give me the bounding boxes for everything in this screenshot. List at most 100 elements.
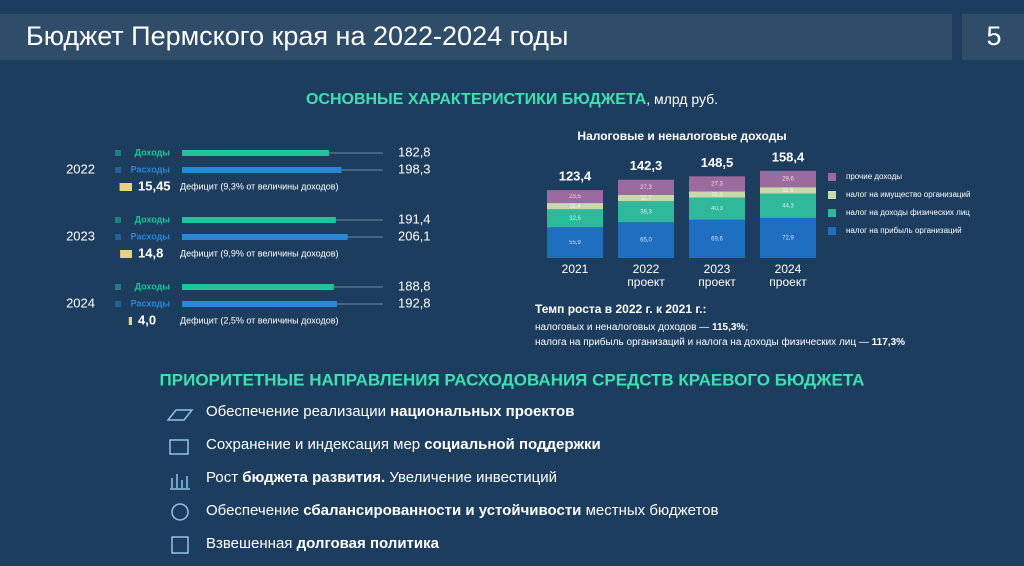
bar bbox=[182, 234, 348, 240]
row-label: Расходы bbox=[131, 164, 171, 174]
priority-text: местных бюджетов bbox=[581, 502, 719, 519]
priority-text: бюджета развития. bbox=[242, 469, 386, 486]
growth-title: Темп роста в 2022 г. к 2021 г.: bbox=[535, 302, 706, 316]
x-tick-label: 2022 bbox=[633, 262, 660, 276]
segment bbox=[689, 219, 745, 258]
value-label: 206,1 bbox=[398, 228, 431, 243]
x-tick-sublabel: проект bbox=[769, 275, 807, 289]
segment bbox=[547, 190, 603, 204]
segment-label: 72,9 bbox=[782, 236, 794, 242]
segment-label: 40,3 bbox=[711, 206, 723, 212]
legend-label: налог на прибыль организаций bbox=[846, 226, 962, 235]
header-title: Бюджет Пермского края на 2022-2024 годы bbox=[26, 21, 568, 51]
segment-label: 69,6 bbox=[711, 236, 723, 242]
segment bbox=[618, 179, 674, 195]
deficit-value: 14,8 bbox=[138, 245, 163, 260]
growth-tail: ; bbox=[745, 322, 749, 333]
priority-text: сбалансированности и устойчивости bbox=[303, 502, 582, 519]
legend-marker bbox=[115, 234, 121, 240]
priorities-title: ПРИОРИТЕТНЫЕ НАПРАВЛЕНИЯ РАСХОДОВАНИЯ СР… bbox=[160, 370, 865, 389]
legend-marker bbox=[115, 150, 121, 156]
total-label: 158,4 bbox=[772, 149, 805, 164]
bar bbox=[182, 167, 342, 173]
segment bbox=[760, 193, 816, 218]
x-tick-sublabel: проект bbox=[698, 275, 736, 289]
bar bbox=[182, 217, 336, 223]
year-label: 2023 bbox=[66, 228, 95, 243]
segment-label: 11,7 bbox=[640, 196, 652, 202]
total-label: 123,4 bbox=[559, 169, 592, 184]
priority-item: Обеспечение реализации национальных прое… bbox=[206, 403, 574, 420]
priority-item: Взвешенная долговая политика bbox=[206, 535, 439, 552]
segment bbox=[760, 187, 816, 194]
growth-text: налога на прибыль организаций и налога н… bbox=[535, 337, 872, 348]
growth-pct: 115,3% bbox=[711, 322, 746, 333]
segment bbox=[618, 194, 674, 202]
growth-title-text: Темп роста в 2022 г. к 2021 г.: bbox=[535, 302, 707, 316]
legend-marker bbox=[115, 167, 121, 173]
priority-text: долговая политика bbox=[296, 535, 439, 552]
deficit-value: 4,0 bbox=[138, 312, 156, 327]
priority-text: национальных проектов bbox=[390, 403, 575, 420]
value-label: 191,4 bbox=[398, 211, 431, 226]
header-bar bbox=[0, 14, 952, 60]
deficit-label: Дефицит (9,3% от величины доходов) bbox=[180, 181, 339, 191]
year-label: 2022 bbox=[66, 161, 95, 176]
legend-label: прочие доходы bbox=[846, 172, 902, 181]
bar bbox=[182, 150, 329, 156]
legend-swatch bbox=[828, 227, 836, 235]
segment-label: 11,4 bbox=[569, 204, 581, 210]
bar bbox=[182, 284, 334, 290]
value-label: 188,8 bbox=[398, 278, 431, 293]
value-label: 198,3 bbox=[398, 161, 431, 176]
x-tick-label: 2023 bbox=[704, 262, 731, 276]
section-title-main: ОСНОВНЫЕ ХАРАКТЕРИСТИКИ БЮДЖЕТА bbox=[306, 91, 647, 108]
row-label: Расходы bbox=[131, 298, 171, 308]
priority-text: Сохранение и индексация мер bbox=[206, 436, 425, 453]
total-label: 142,3 bbox=[630, 158, 663, 173]
row-label: Доходы bbox=[135, 281, 171, 291]
value-label: 192,8 bbox=[398, 295, 431, 310]
segment bbox=[760, 170, 816, 188]
segment bbox=[547, 203, 603, 210]
deficit-bar bbox=[128, 317, 132, 325]
page-number: 5 bbox=[986, 21, 1001, 51]
chart-title: Налоговые и неналоговые доходы bbox=[577, 129, 786, 143]
priority-text: социальной поддержки bbox=[424, 436, 601, 453]
segment-label: 44,3 bbox=[782, 203, 794, 209]
legend-swatch bbox=[828, 209, 836, 217]
segment bbox=[760, 217, 816, 258]
icon bbox=[170, 474, 190, 490]
segment bbox=[689, 176, 745, 192]
legend-marker bbox=[115, 301, 121, 307]
page-box bbox=[962, 14, 1024, 60]
priority-text: Взвешенная bbox=[206, 535, 297, 552]
legend-swatch bbox=[828, 173, 836, 181]
priority-text: Обеспечение bbox=[206, 502, 304, 519]
deficit-label: Дефицит (9,9% от величины доходов) bbox=[180, 248, 339, 258]
priority-item: Рост бюджета развития. Увеличение инвест… bbox=[206, 469, 557, 486]
priority-item: Сохранение и индексация мер социальной п… bbox=[206, 436, 601, 453]
value-label: 182,8 bbox=[398, 144, 431, 159]
x-tick-sublabel: проект bbox=[627, 275, 665, 289]
icon bbox=[171, 503, 189, 521]
segment bbox=[689, 197, 745, 220]
legend-label: налог на доходы физических лиц bbox=[846, 208, 970, 217]
icon bbox=[166, 409, 194, 421]
x-tick-label: 2024 bbox=[775, 262, 802, 276]
segment bbox=[618, 201, 674, 223]
segment-label: 11,6 bbox=[782, 188, 794, 194]
segment-label: 23,5 bbox=[569, 194, 581, 200]
total-label: 148,5 bbox=[701, 155, 734, 170]
growth-pct: 117,3% bbox=[871, 337, 906, 348]
growth-line: налоговых и неналоговых доходов — 115,3%… bbox=[535, 322, 748, 333]
section-unit: , млрд руб. bbox=[646, 91, 718, 107]
legend-label: налог на имущество организаций bbox=[846, 190, 970, 199]
segment-label: 55,9 bbox=[569, 240, 581, 246]
growth-text: налоговых и неналоговых доходов — bbox=[535, 322, 712, 333]
legend-marker bbox=[115, 284, 121, 290]
legend-swatch bbox=[828, 191, 836, 199]
growth-line: налога на прибыль организаций и налога н… bbox=[535, 337, 905, 348]
year-label: 2024 bbox=[66, 295, 95, 310]
